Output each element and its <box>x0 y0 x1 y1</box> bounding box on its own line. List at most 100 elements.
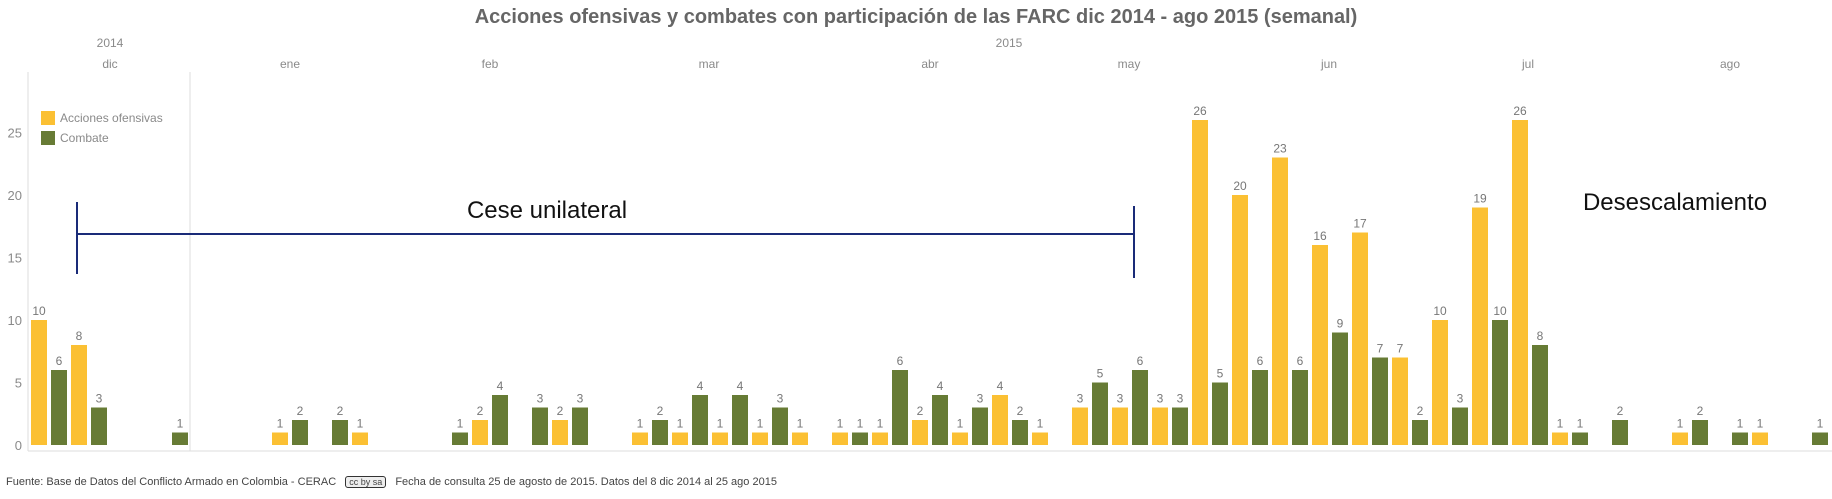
bar-combate-33 <box>1012 420 1028 445</box>
bar-value-label-11: 4 <box>497 379 504 393</box>
bar-value-label-63: 2 <box>1697 404 1704 418</box>
y-axis-ticks: 0 5 10 15 20 25 <box>8 126 22 454</box>
bar-value-label-15: 1 <box>637 417 644 431</box>
bar-value-label-62: 1 <box>1677 417 1684 431</box>
bars <box>31 120 1828 445</box>
bar-combate-52 <box>1412 420 1428 445</box>
bar-value-label-39: 3 <box>1157 392 1164 406</box>
bar-value-label-16: 2 <box>657 404 664 418</box>
bar-value-label-29: 4 <box>937 379 944 393</box>
bar-combate-48 <box>1332 332 1348 445</box>
bar-combate-18 <box>692 395 708 445</box>
bar-value-label-55: 19 <box>1473 192 1487 206</box>
bar-acciones-ofensivas-39 <box>1152 407 1168 445</box>
bar-value-label-24: 1 <box>837 417 844 431</box>
bar-acciones-ofensivas-19 <box>712 432 728 445</box>
bar-combate-4 <box>172 432 188 445</box>
bar-acciones-ofensivas-35 <box>1072 407 1088 445</box>
bar-value-label-13: 2 <box>557 404 564 418</box>
footer-note: Fecha de consulta 25 de agosto de 2015. … <box>395 476 777 488</box>
y-tick-5: 5 <box>15 376 22 391</box>
month-label-ene: ene <box>280 57 300 71</box>
bar-value-label-28: 2 <box>917 404 924 418</box>
bar-combate-40 <box>1172 407 1188 445</box>
bar-value-label-25: 1 <box>857 417 864 431</box>
bar-combate-63 <box>1692 420 1708 445</box>
bar-value-label-44: 6 <box>1257 354 1264 368</box>
month-label-abr: abr <box>921 57 938 71</box>
bar-acciones-ofensivas-26 <box>872 432 888 445</box>
month-label-feb: feb <box>482 57 499 71</box>
bar-acciones-ofensivas-8 <box>352 432 368 445</box>
bar-chart: Acciones ofensivas y combates con partic… <box>8 6 1832 454</box>
bar-value-label-53: 10 <box>1433 304 1447 318</box>
bar-acciones-ofensivas-53 <box>1432 320 1448 445</box>
legend-label-combate: Combate <box>60 131 109 145</box>
bar-combate-54 <box>1452 407 1468 445</box>
bar-value-label-41: 26 <box>1193 104 1207 118</box>
bar-value-label-57: 26 <box>1513 104 1527 118</box>
bar-combate-61 <box>1612 420 1628 445</box>
footer-source: Fuente: Base de Datos del Conflicto Arma… <box>6 476 337 488</box>
bar-value-label-8: 1 <box>357 417 364 431</box>
bar-value-label-60: 1 <box>1577 417 1584 431</box>
bar-combate-66 <box>1812 432 1828 445</box>
bar-value-label-21: 1 <box>757 417 764 431</box>
bar-value-label-2: 8 <box>76 329 83 343</box>
bar-combate-29 <box>932 395 948 445</box>
bar-value-label-17: 1 <box>677 417 684 431</box>
bar-value-label-42: 5 <box>1217 367 1224 381</box>
bar-value-label-32: 4 <box>997 379 1004 393</box>
chart-title: Acciones ofensivas y combates con partic… <box>475 6 1358 28</box>
bar-combate-16 <box>652 420 668 445</box>
bar-value-label-51: 7 <box>1397 342 1404 356</box>
month-label-jul: jul <box>1521 57 1534 71</box>
bar-acciones-ofensivas-45 <box>1272 157 1288 445</box>
bar-acciones-ofensivas-5 <box>272 432 288 445</box>
bar-acciones-ofensivas-51 <box>1392 357 1408 445</box>
bar-value-label-45: 23 <box>1273 142 1287 156</box>
bar-acciones-ofensivas-15 <box>632 432 648 445</box>
month-label-jun: jun <box>1320 57 1337 71</box>
bar-combate-22 <box>772 407 788 445</box>
bar-value-label-9: 1 <box>457 417 464 431</box>
bar-value-label-20: 4 <box>737 379 744 393</box>
bar-value-label-65: 1 <box>1757 417 1764 431</box>
y-tick-10: 10 <box>8 313 22 328</box>
bar-combate-38 <box>1132 370 1148 445</box>
bar-acciones-ofensivas-10 <box>472 420 488 445</box>
bar-acciones-ofensivas-62 <box>1672 432 1688 445</box>
bar-combate-6 <box>292 420 308 445</box>
bar-acciones-ofensivas-59 <box>1552 432 1568 445</box>
bar-combate-20 <box>732 395 748 445</box>
bar-combate-50 <box>1372 357 1388 445</box>
bar-combate-42 <box>1212 382 1228 445</box>
bar-value-label-48: 9 <box>1337 317 1344 331</box>
bar-value-label-7: 2 <box>337 404 344 418</box>
legend-label-acciones-ofensivas: Acciones ofensivas <box>60 111 163 125</box>
bar-acciones-ofensivas-32 <box>992 395 1008 445</box>
bar-combate-9 <box>452 432 468 445</box>
y-tick-20: 20 <box>8 188 22 203</box>
bar-acciones-ofensivas-0 <box>31 320 47 445</box>
bar-value-label-34: 1 <box>1037 417 1044 431</box>
bar-value-label-64: 1 <box>1737 417 1744 431</box>
bar-value-label-35: 3 <box>1077 392 1084 406</box>
bar-value-label-61: 2 <box>1617 404 1624 418</box>
month-labels: dic ene feb mar abr may jun jul ago <box>102 57 1740 71</box>
footer: Fuente: Base de Datos del Conflicto Arma… <box>6 476 777 488</box>
bar-value-label-19: 1 <box>717 417 724 431</box>
bar-value-label-23: 1 <box>797 417 804 431</box>
bar-value-label-31: 3 <box>977 392 984 406</box>
bar-combate-60 <box>1572 432 1588 445</box>
month-label-mar: mar <box>699 57 720 71</box>
bar-acciones-ofensivas-24 <box>832 432 848 445</box>
bar-value-label-59: 1 <box>1557 417 1564 431</box>
bar-value-label-26: 1 <box>877 417 884 431</box>
bar-value-label-43: 20 <box>1233 179 1247 193</box>
bar-value-label-52: 2 <box>1417 404 1424 418</box>
cc-license-badge: cc by sa <box>345 476 387 488</box>
bar-acciones-ofensivas-55 <box>1472 207 1488 445</box>
